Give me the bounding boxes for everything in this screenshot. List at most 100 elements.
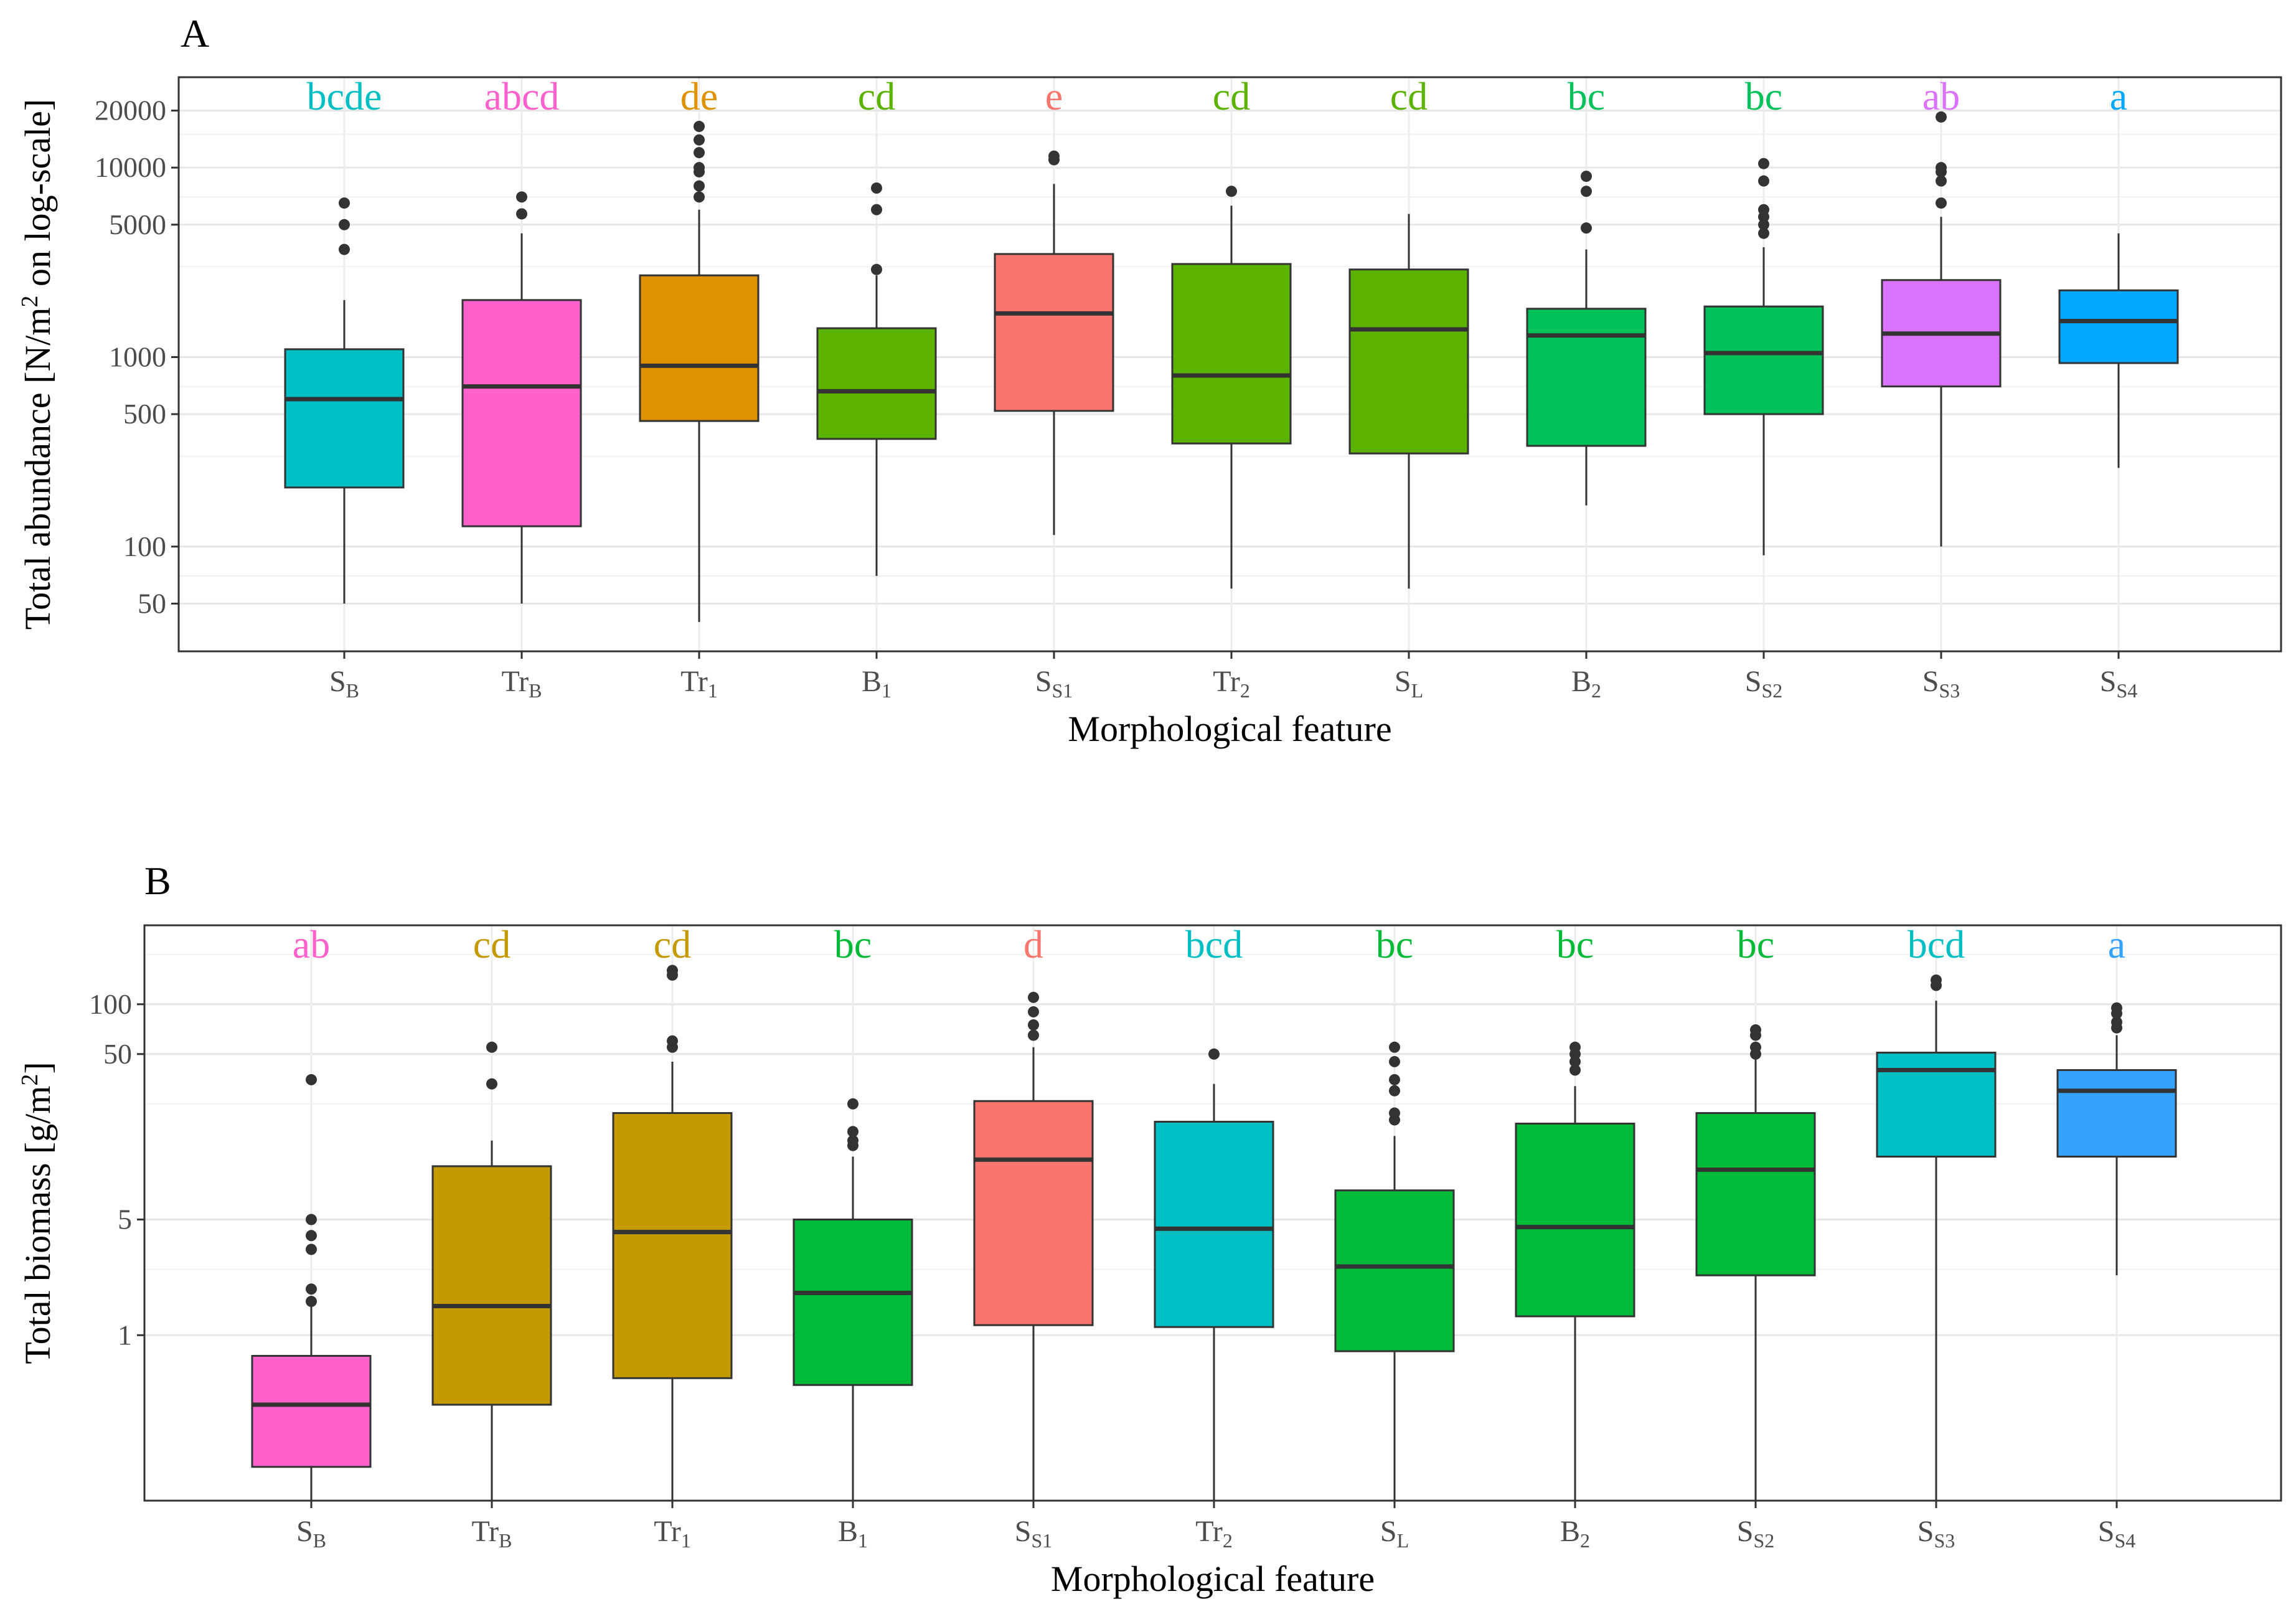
outlier-point	[1569, 1041, 1581, 1053]
box-group	[251, 1073, 372, 1501]
outlier-point	[1028, 1029, 1039, 1041]
outlier-point	[1389, 1041, 1400, 1053]
box	[1703, 305, 1824, 415]
box-group	[639, 121, 760, 622]
y-tick-label: 100	[123, 531, 166, 562]
panel-a-abundance: bcde abcd de cd e cd cd bc bc ab a 50 100 500 1000 5000…	[17, 11, 2282, 749]
outlier-point	[1048, 150, 1060, 162]
y-tick-label: 500	[123, 398, 166, 430]
outlier-point	[2111, 1016, 2122, 1028]
x-tick-label: TrB	[502, 665, 542, 702]
box-group	[994, 150, 1114, 536]
outlier-point	[306, 1230, 317, 1242]
outlier-point	[694, 162, 705, 174]
outlier-point	[694, 180, 705, 192]
significance-letter: bcd	[1185, 922, 1243, 966]
outlier-point	[1581, 171, 1592, 182]
box	[1526, 308, 1647, 447]
significance-letter: ab	[1922, 74, 1960, 118]
y-tick-label: 5000	[109, 209, 166, 240]
y-tick-label: 10000	[95, 151, 166, 183]
box	[612, 1112, 733, 1379]
outlier-point	[1936, 162, 1947, 174]
outlier-point	[1569, 1064, 1581, 1076]
outlier-point	[1389, 1055, 1400, 1067]
outlier-point	[516, 191, 527, 203]
box	[639, 274, 760, 422]
outlier-point	[306, 1073, 317, 1085]
box-group	[1695, 1024, 1816, 1501]
panel-border	[177, 76, 2282, 653]
box-group	[816, 182, 937, 576]
y-tick-label: 50	[103, 1038, 132, 1070]
box-group	[2058, 233, 2179, 468]
significance-letter: a	[2108, 922, 2125, 966]
panel-border	[143, 924, 2282, 1502]
x-tick-label: Tr2	[1213, 665, 1250, 702]
x-tick-label: SS4	[2100, 665, 2138, 702]
outlier-point	[847, 1126, 859, 1138]
significance-letter: cd	[1390, 74, 1428, 118]
y-tick-label: 100	[89, 988, 132, 1020]
outlier-point	[339, 219, 350, 230]
significance-letter: bc	[1737, 922, 1774, 966]
box-group	[461, 191, 582, 604]
outlier-point	[306, 1296, 317, 1308]
outlier-point	[306, 1243, 317, 1255]
outlier-point	[486, 1078, 497, 1090]
y-tick-label: 5	[118, 1204, 132, 1235]
outlier-point	[306, 1214, 317, 1225]
box-group	[612, 965, 733, 1501]
x-tick-label: SB	[296, 1515, 326, 1552]
x-axis-title: Morphological feature	[1068, 709, 1391, 749]
outlier-point	[1208, 1048, 1220, 1060]
x-tick-label: B2	[1571, 665, 1601, 702]
outlier-point	[1936, 197, 1947, 209]
outlier-point	[2111, 1002, 2122, 1014]
significance-letter: bcde	[307, 74, 382, 118]
outlier-point	[516, 208, 527, 220]
significance-letter: bc	[1556, 922, 1594, 966]
significance-letter: bc	[1745, 74, 1782, 118]
box-group	[2056, 1002, 2177, 1276]
outlier-point	[694, 121, 705, 133]
box-group	[793, 1098, 913, 1501]
y-axis-title: Total biomass [g/m2]	[17, 1062, 58, 1364]
box	[1695, 1112, 1816, 1276]
x-tick-label: B1	[838, 1515, 868, 1552]
box-group	[1154, 1048, 1274, 1501]
x-tick-label: B1	[862, 665, 892, 702]
significance-letter: abcd	[484, 74, 560, 118]
outlier-point	[667, 965, 678, 976]
box	[431, 1165, 552, 1406]
outlier-point	[306, 1283, 317, 1295]
outlier-point	[1750, 1024, 1761, 1036]
outlier-point	[667, 1035, 678, 1047]
box	[251, 1354, 372, 1468]
y-tick-label: 50	[138, 587, 166, 619]
outlier-point	[694, 191, 705, 203]
x-tick-label: SB	[329, 665, 359, 702]
significance-letter: bc	[1376, 922, 1413, 966]
box-group	[1515, 1041, 1635, 1501]
box-group	[431, 1041, 552, 1501]
box	[461, 299, 582, 527]
outlier-point	[847, 1135, 859, 1146]
x-axis-title: Morphological feature	[1051, 1559, 1375, 1599]
x-tick-label: TrB	[472, 1515, 512, 1552]
outlier-point	[694, 134, 705, 146]
box	[2058, 289, 2179, 364]
box	[816, 327, 937, 440]
significance-letter: a	[2110, 74, 2127, 118]
box	[1515, 1122, 1635, 1318]
panel-label: A	[181, 11, 209, 55]
outlier-point	[1931, 974, 1942, 986]
box	[793, 1219, 913, 1386]
significance-letter: cd	[1213, 74, 1250, 118]
significance-letter: bcd	[1908, 922, 1965, 966]
x-tick-label: Tr1	[680, 665, 718, 702]
box-group	[1334, 1041, 1455, 1501]
box-group	[1703, 158, 1824, 555]
box	[973, 1100, 1094, 1326]
